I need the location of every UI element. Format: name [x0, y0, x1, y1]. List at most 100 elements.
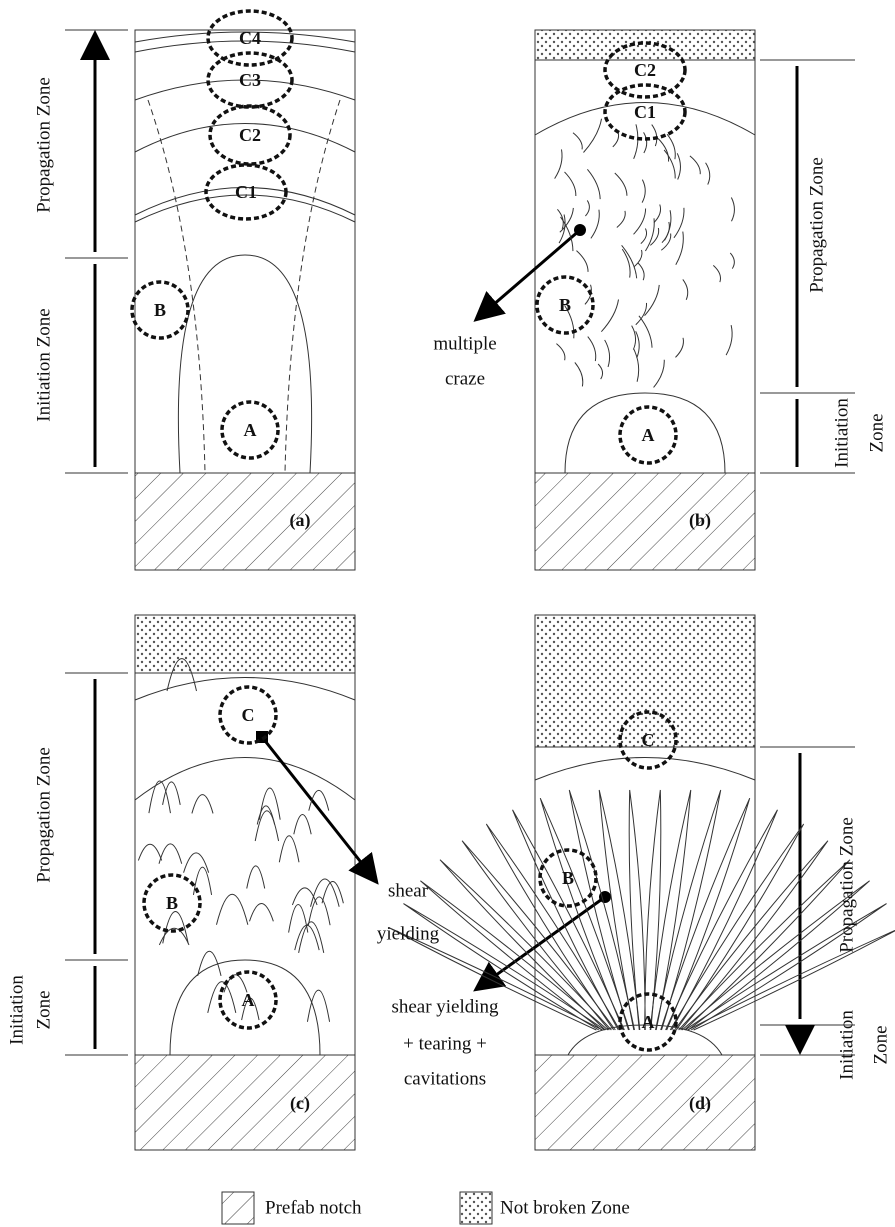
craze [675, 337, 684, 358]
craze [258, 787, 281, 820]
pointer [473, 228, 581, 322]
region-label: A [642, 425, 655, 445]
craze [681, 880, 870, 1031]
zone-arrow [95, 36, 800, 1049]
craze [687, 929, 895, 1031]
zone-label: Zone [870, 1025, 891, 1064]
region-label: B [559, 295, 571, 315]
notch [134, 472, 356, 571]
craze [678, 859, 851, 1031]
craze [254, 810, 280, 842]
craze [197, 951, 222, 977]
zone-label: Initiation [836, 1010, 857, 1080]
craze [590, 209, 600, 239]
craze [643, 132, 648, 154]
craze [651, 124, 658, 147]
craze [574, 362, 584, 387]
craze [559, 207, 574, 233]
craze [572, 132, 583, 150]
not-broken [134, 614, 356, 674]
craze [689, 155, 701, 175]
region-circle [206, 51, 294, 109]
craze [660, 233, 672, 251]
craze [633, 249, 643, 267]
zone-label: Initiation [831, 398, 852, 468]
region-circle [220, 400, 280, 460]
craze [298, 921, 325, 953]
craze [564, 305, 575, 339]
craze [166, 658, 197, 692]
craze [644, 284, 660, 317]
craze [278, 835, 300, 863]
craze [621, 248, 631, 278]
zone-label: Initiation Zone [33, 308, 54, 421]
craze [307, 896, 331, 926]
craze [560, 216, 574, 252]
craze [597, 363, 604, 380]
craze [729, 252, 735, 269]
craze [192, 866, 213, 895]
craze [653, 204, 662, 223]
craze [576, 250, 589, 272]
zone-label: Propagation Zone [836, 817, 857, 953]
craze [158, 927, 190, 946]
region-label: B [562, 868, 574, 888]
craze [223, 974, 248, 993]
craze [705, 162, 711, 185]
region-label: C1 [634, 102, 656, 122]
craze [306, 989, 331, 1022]
craze [288, 903, 309, 933]
region-label: A [642, 1012, 655, 1032]
craze [674, 840, 829, 1031]
region-label: C1 [235, 182, 257, 202]
annotation: shear [388, 880, 429, 901]
craze [554, 149, 563, 179]
craze [684, 903, 887, 1031]
craze [631, 325, 637, 350]
craze [420, 880, 609, 1031]
craze [628, 789, 646, 1031]
region-circle [204, 163, 288, 221]
craze [633, 348, 640, 382]
craze [730, 197, 735, 222]
craze [614, 172, 628, 196]
craze [725, 325, 733, 356]
notch [534, 472, 756, 571]
craze [137, 843, 163, 861]
region-circle [618, 992, 678, 1052]
zone-label: Propagation Zone [806, 157, 827, 293]
region-circle [206, 9, 294, 67]
craze [389, 927, 603, 1031]
craze [633, 208, 647, 235]
region-circle [618, 710, 678, 770]
legend-label: Not broken Zone [500, 1197, 630, 1218]
front-arc [534, 102, 756, 474]
region-circle [603, 41, 687, 99]
craze [653, 359, 665, 388]
region-circle [142, 873, 202, 933]
annotation: cavitations [404, 1068, 486, 1089]
region-circle [618, 405, 678, 465]
craze [666, 133, 676, 160]
craze [308, 789, 330, 811]
panel-label: (a) [290, 510, 311, 531]
craze [616, 210, 626, 228]
region-circle [218, 685, 278, 745]
annotation: multiple [433, 333, 496, 354]
craze [637, 262, 645, 281]
zone-label: Propagation Zone [33, 747, 54, 883]
region-circle [538, 848, 598, 908]
region-circle [535, 275, 595, 335]
craze [645, 218, 655, 252]
region-label: A [244, 420, 257, 440]
craze [621, 245, 638, 279]
craze [635, 331, 640, 359]
craze [249, 903, 274, 922]
craze [638, 315, 653, 348]
zone-label: Propagation Zone [33, 77, 54, 213]
notch [534, 1054, 756, 1151]
annotation: + tearing + [403, 1033, 487, 1054]
craze [556, 343, 566, 361]
craze [461, 840, 616, 1031]
region-circle [218, 970, 278, 1030]
